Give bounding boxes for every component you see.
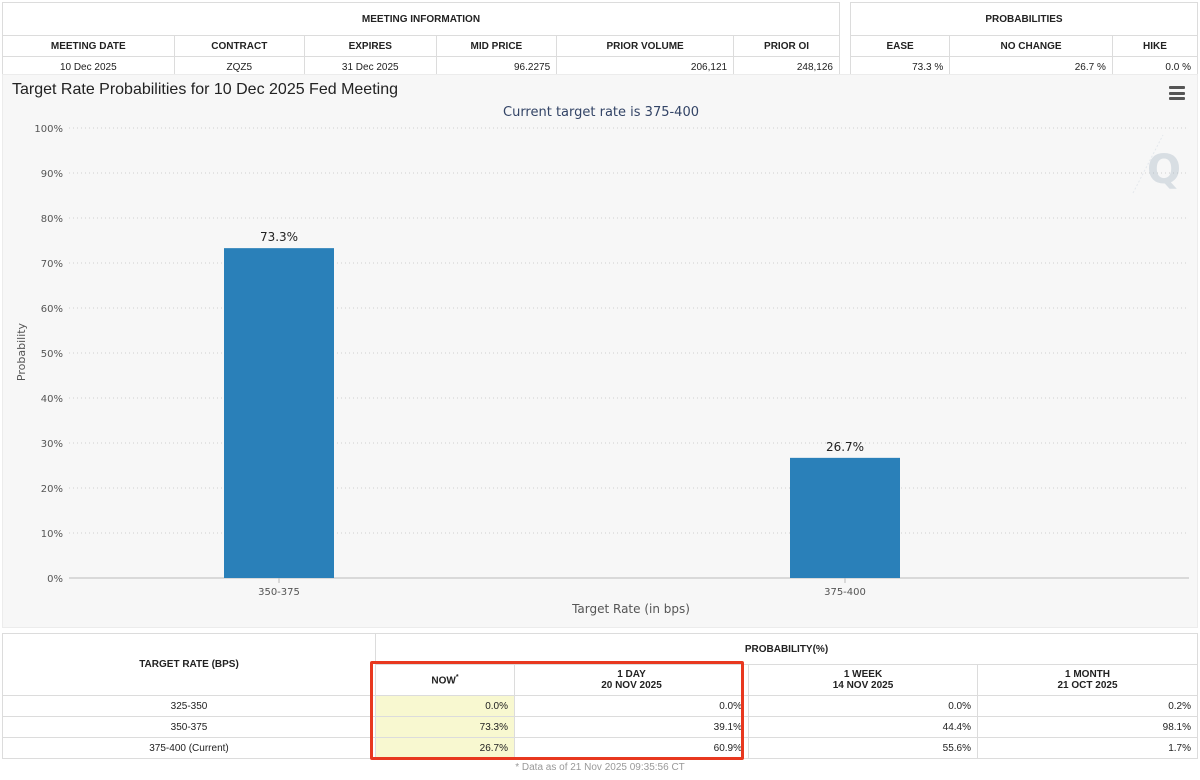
x-axis-label: Target Rate (in bps)	[571, 602, 690, 616]
probabilities-title: PROBABILITIES	[850, 2, 1198, 36]
meeting-info-table: MEETING INFORMATION MEETING DATE CONTRAC…	[2, 2, 840, 78]
y-axis-label: Probability	[15, 322, 28, 381]
one-week-cell: 44.4%	[748, 716, 978, 738]
expires-header: EXPIRES	[303, 35, 437, 57]
y-tick-label: 100%	[34, 124, 63, 135]
y-tick-label: 70%	[41, 259, 63, 270]
one-month-cell: 0.2%	[977, 695, 1198, 717]
rate-cell: 375-400 (Current)	[2, 737, 376, 759]
one-day-header: 1 DAY 20 NOV 2025	[514, 664, 749, 696]
probabilities-table: PROBABILITIES EASE NO CHANGE HIKE 73.3 %…	[849, 2, 1199, 78]
y-tick-label: 50%	[41, 349, 63, 360]
y-tick-label: 20%	[41, 484, 63, 495]
y-tick-label: 40%	[41, 394, 63, 405]
y-tick-label: 80%	[41, 214, 63, 225]
one-week-header: 1 WEEK 14 NOV 2025	[748, 664, 978, 696]
target-rate-table: TARGET RATE (BPS) PROBABILITY(%) NOW* 1 …	[2, 633, 1198, 775]
table-row: 325-350 0.0% 0.0% 0.0% 0.2%	[2, 695, 1198, 717]
bars	[224, 248, 900, 578]
rate-cell: 325-350	[2, 695, 376, 717]
now-label: NOW	[431, 675, 456, 687]
x-tick-label: 350-375	[258, 587, 300, 598]
bar-350-375	[224, 248, 334, 578]
q-watermark-icon: Q	[1132, 134, 1181, 194]
one-month-cell: 1.7%	[977, 737, 1198, 759]
one-month-line1: 1 MONTH	[1065, 669, 1110, 680]
one-week-line1: 1 WEEK	[843, 669, 883, 680]
svg-text:Q: Q	[1147, 147, 1181, 193]
probability-bar-chart: 0% 10% 20% 30% 40% 50% 60% 70% 80% 90% 100% 73.3% 2…	[15, 124, 1189, 616]
mid-price-header: MID PRICE	[435, 35, 558, 57]
rate-cell: 350-375	[2, 716, 376, 738]
probability-group-header: PROBABILITY(%)	[375, 633, 1198, 665]
one-week-cell: 55.6%	[748, 737, 978, 759]
chart-title: Target Rate Probabilities for 10 Dec 202…	[12, 81, 398, 98]
y-tick-label: 0%	[47, 574, 63, 585]
now-cell: 73.3%	[375, 716, 515, 738]
chart-subtitle: Current target rate is 375-400	[503, 105, 699, 120]
one-day-line1: 1 DAY	[617, 669, 646, 680]
bar-375-400	[790, 457, 900, 578]
data-timestamp-footnote: * Data as of 21 Nov 2025 09:35:56 CT	[515, 761, 685, 773]
now-marker: *	[455, 673, 459, 681]
no-change-header: NO CHANGE	[949, 35, 1113, 57]
one-month-line2: 21 OCT 2025	[1057, 680, 1118, 691]
table-row: 350-375 73.3% 39.1% 44.4% 98.1%	[2, 716, 1198, 738]
now-cell: 26.7%	[375, 737, 515, 759]
one-month-header: 1 MONTH 21 OCT 2025	[977, 664, 1198, 696]
meeting-date-header: MEETING DATE	[2, 35, 175, 57]
data-label: 26.7%	[826, 440, 864, 454]
one-day-cell: 0.0%	[514, 695, 749, 717]
one-week-line2: 14 NOV 2025	[832, 680, 894, 691]
data-label: 73.3%	[260, 230, 298, 244]
one-day-cell: 39.1%	[514, 716, 749, 738]
one-day-cell: 60.9%	[514, 737, 749, 759]
contract-header: CONTRACT	[173, 35, 305, 57]
x-tick-label: 375-400	[824, 587, 866, 598]
now-header: NOW*	[375, 664, 515, 696]
y-tick-label: 60%	[41, 304, 63, 315]
prior-oi-header: PRIOR OI	[733, 35, 840, 57]
one-day-line2: 20 NOV 2025	[601, 680, 662, 691]
y-axis-ticks: 0% 10% 20% 30% 40% 50% 60% 70% 80% 90% 100%	[34, 124, 63, 585]
y-tick-label: 30%	[41, 439, 63, 450]
hamburger-menu-icon[interactable]	[1169, 86, 1185, 100]
meeting-info-title: MEETING INFORMATION	[2, 2, 840, 36]
prior-volume-header: PRIOR VOLUME	[556, 35, 735, 57]
x-axis-ticks: 350-375 375-400	[258, 578, 866, 598]
y-tick-label: 10%	[41, 529, 63, 540]
now-cell: 0.0%	[375, 695, 515, 717]
target-rate-header: TARGET RATE (BPS)	[2, 633, 376, 696]
chart-panel: 0% 10% 20% 30% 40% 50% 60% 70% 80% 90% 100% 73.3% 2…	[2, 74, 1198, 628]
data-labels: 73.3% 26.7%	[260, 230, 864, 454]
hike-header: HIKE	[1111, 35, 1199, 57]
table-row: 375-400 (Current) 26.7% 60.9% 55.6% 1.7%	[2, 737, 1198, 759]
y-tick-label: 90%	[41, 169, 63, 180]
one-week-cell: 0.0%	[748, 695, 978, 717]
one-month-cell: 98.1%	[977, 716, 1198, 738]
ease-header: EASE	[849, 35, 951, 57]
